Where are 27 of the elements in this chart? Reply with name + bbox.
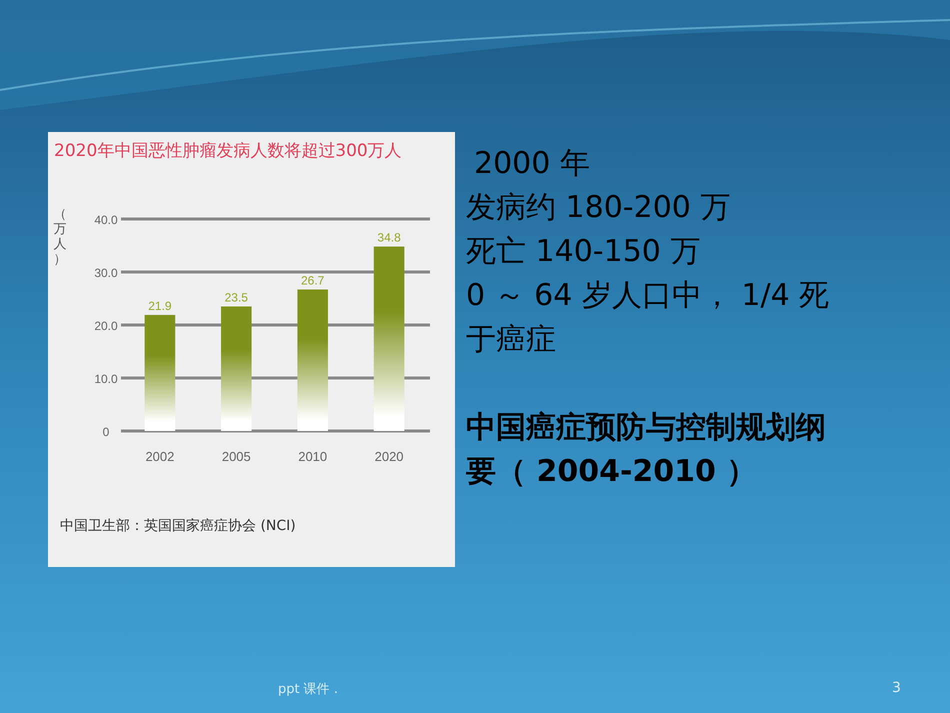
text: ppt 课件 . <box>278 681 338 698</box>
x-tick-label: 2005 <box>222 449 251 464</box>
x-tick-label: 2020 <box>374 449 404 464</box>
y-tick-label: 30.0 <box>94 266 118 280</box>
y-tick-label: 40.0 <box>94 213 118 227</box>
text: 中国卫生部：英国国家癌症协会 (NCI) <box>60 518 296 534</box>
bar <box>221 306 252 431</box>
text: 2000 年 <box>473 145 591 183</box>
text: 死亡 140-150 万 <box>466 233 702 271</box>
data-label: 34.8 <box>377 230 402 245</box>
text: 中国癌症预防与控制规划纲要（ 2004-2010 ） <box>466 409 827 491</box>
bar <box>297 289 328 431</box>
x-tick-label: 2002 <box>145 449 174 464</box>
y-tick-label: 10.0 <box>94 372 118 386</box>
text: 3 <box>892 680 901 696</box>
bar <box>144 314 176 431</box>
text: 发病约 180-200 万 <box>466 189 732 227</box>
y-axis-title: （万人） <box>54 207 66 267</box>
data-label: 23.5 <box>224 290 248 304</box>
text: 0 ～ 64 岁人口中， 1/4 死于癌症 <box>466 277 830 359</box>
y-tick-label: 20.0 <box>94 319 118 333</box>
chart-title: 2020年中国恶性肿瘤发病人数将超过300万人 <box>54 141 402 161</box>
bar <box>374 246 404 431</box>
y-tick-label: 0 <box>102 425 110 439</box>
x-tick-label: 2010 <box>298 449 328 464</box>
data-label: 21.9 <box>148 298 172 313</box>
data-label: 26.7 <box>301 273 325 288</box>
